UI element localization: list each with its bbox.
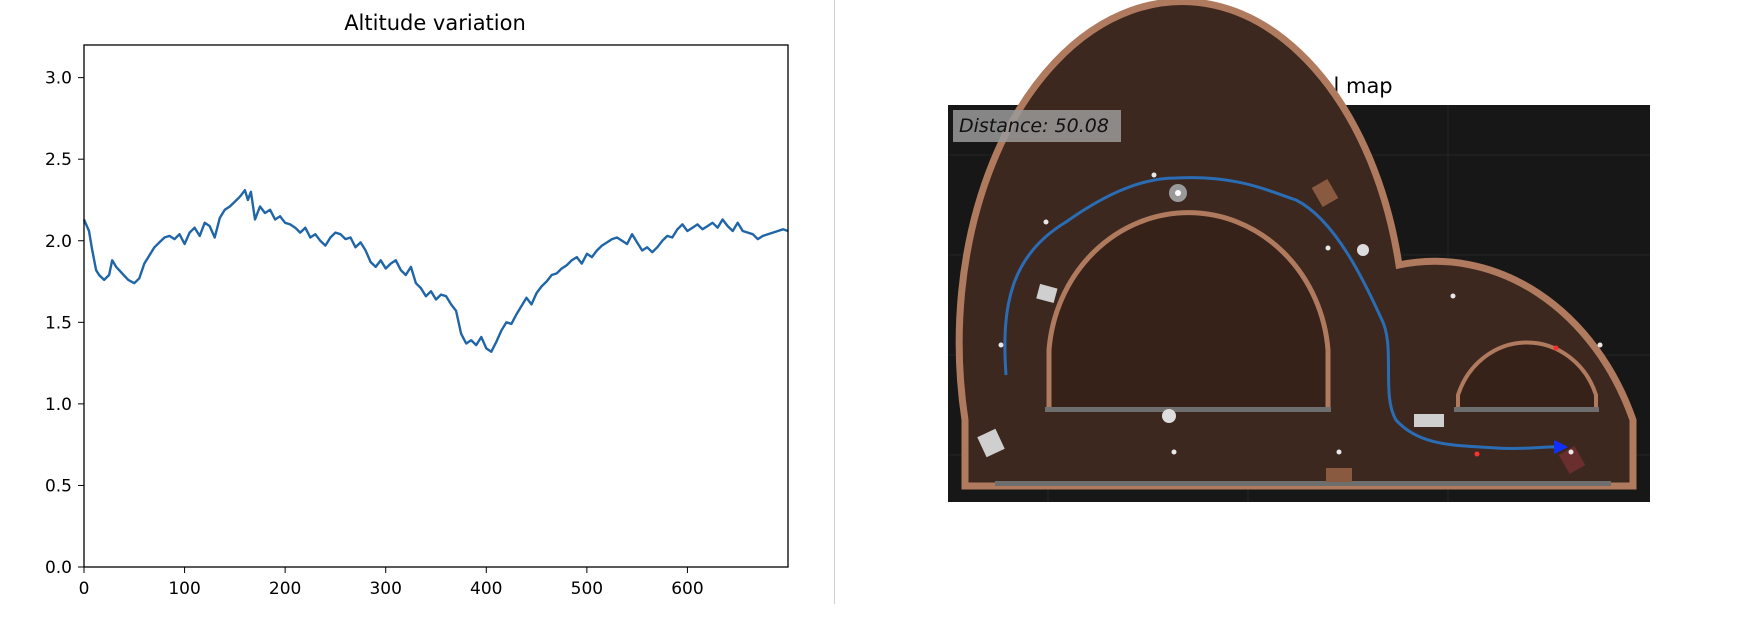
distance-box xyxy=(953,110,1121,142)
marker-red xyxy=(1553,345,1559,351)
obstacle xyxy=(1311,178,1339,208)
obstacle xyxy=(977,428,1005,458)
x-tick-label: 600 xyxy=(671,579,703,599)
altitude-chart-panel: Altitude variation 0 100 200 300 400 500 600 0.… xyxy=(0,0,820,616)
marker xyxy=(1162,409,1176,423)
altitude-series-line xyxy=(82,189,789,353)
x-tick-label: 100 xyxy=(168,579,200,599)
wall-base-left xyxy=(1045,407,1331,412)
obstacle xyxy=(1558,445,1586,475)
inner-wall-left xyxy=(1046,210,1331,410)
inner-wall-right xyxy=(1456,340,1598,410)
y-tick-label: 3.0 xyxy=(45,69,72,89)
panel-divider xyxy=(834,0,835,604)
y-tick-label: 2.0 xyxy=(45,232,72,252)
x-tick-label: 500 xyxy=(571,579,603,599)
y-tick-label: 1.5 xyxy=(45,313,72,333)
navigational-map: Navigational map xyxy=(948,0,1650,502)
map-dots xyxy=(998,172,1603,455)
wall-base-bottom xyxy=(995,481,1611,486)
marker-red xyxy=(1474,451,1480,457)
robot-trajectory xyxy=(1003,176,1562,451)
navigational-map-panel: Navigational map xyxy=(836,0,1746,616)
y-tick-label: 1.0 xyxy=(45,395,72,415)
altitude-chart: Altitude variation 0 100 200 300 400 500 600 0.… xyxy=(45,11,789,599)
wall-base-right xyxy=(1454,407,1599,412)
x-tick-label: 400 xyxy=(470,579,502,599)
obstacle xyxy=(1036,283,1058,304)
x-tick-label: 0 xyxy=(79,579,90,599)
y-tick-label: 0.5 xyxy=(45,476,72,496)
marker xyxy=(1357,244,1369,256)
x-tick-label: 300 xyxy=(369,579,401,599)
y-tick-label: 0.0 xyxy=(45,558,72,578)
obstacle xyxy=(1326,468,1352,482)
plot-area-frame xyxy=(83,44,789,568)
y-tick-label: 2.5 xyxy=(45,150,72,170)
obstacle xyxy=(1414,414,1444,427)
chart-title: Altitude variation xyxy=(344,11,526,35)
x-tick-label: 200 xyxy=(269,579,301,599)
distance-label: Distance: 50.08 xyxy=(959,115,1109,137)
robot-marker xyxy=(1554,440,1568,454)
marker xyxy=(1175,190,1181,196)
